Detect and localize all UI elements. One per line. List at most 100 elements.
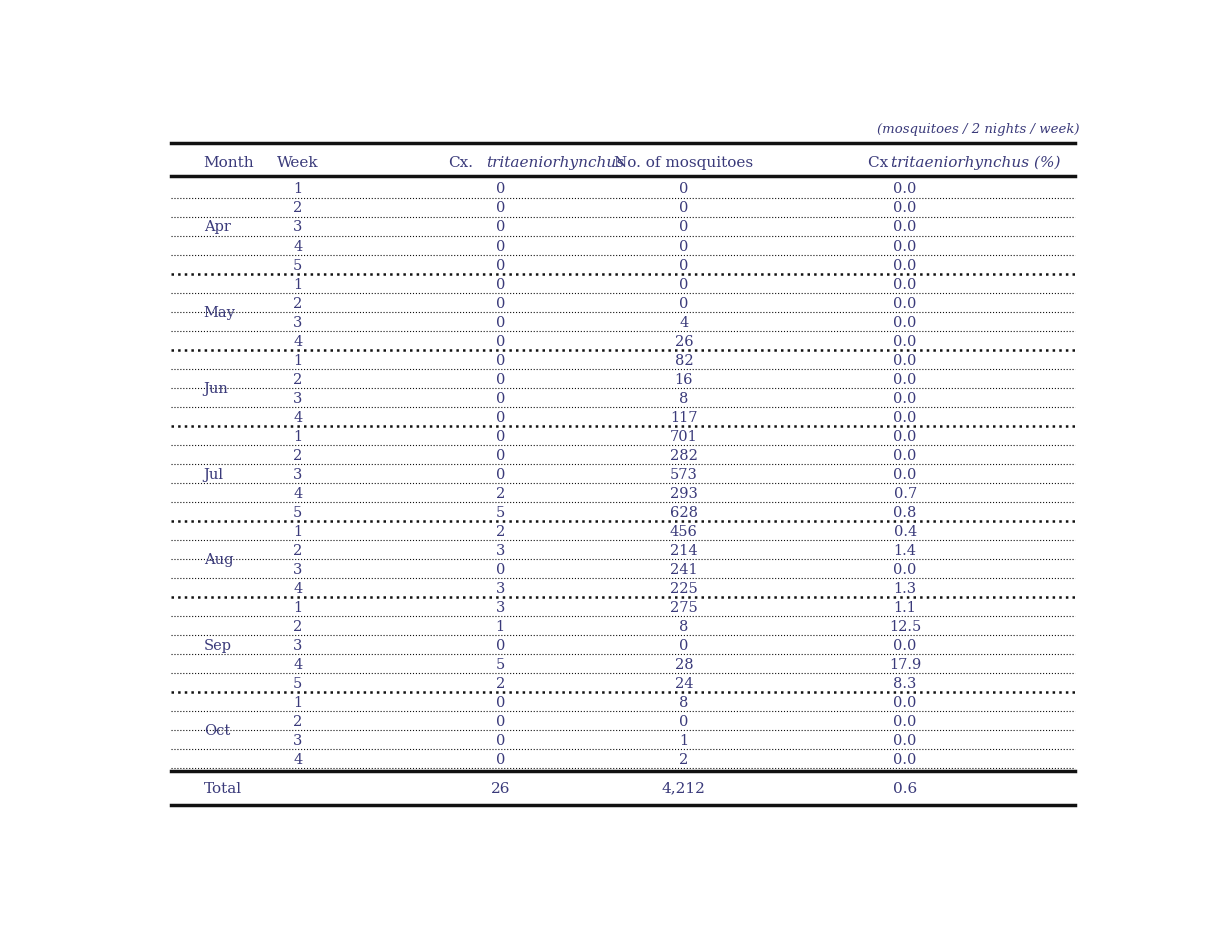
Text: 3: 3 [293,221,303,235]
Text: 0: 0 [496,752,505,766]
Text: 17.9: 17.9 [889,657,921,671]
Text: 1: 1 [496,619,505,633]
Text: 2: 2 [293,297,303,311]
Text: 4: 4 [293,486,303,501]
Text: Jun: Jun [204,382,228,396]
Text: 2: 2 [293,714,303,728]
Text: 28: 28 [674,657,694,671]
Text: 8.3: 8.3 [893,676,917,690]
Text: 1.4: 1.4 [894,543,916,557]
Text: 0: 0 [496,467,505,481]
Text: 3: 3 [293,315,303,329]
Text: 0.0: 0.0 [893,277,917,291]
Text: 1.1: 1.1 [894,600,916,615]
Text: 0: 0 [679,201,689,215]
Text: 0: 0 [679,259,689,273]
Text: 0: 0 [679,638,689,653]
Text: 4: 4 [293,335,303,349]
Text: 0: 0 [496,353,505,367]
Text: 275: 275 [669,600,697,615]
Text: tritaeniorhynchus (%): tritaeniorhynchus (%) [891,156,1061,170]
Text: May: May [204,306,236,320]
Text: 0.0: 0.0 [893,449,917,463]
Text: 82: 82 [674,353,694,367]
Text: Total: Total [204,781,242,795]
Text: 0: 0 [496,714,505,728]
Text: 3: 3 [496,581,505,595]
Text: 3: 3 [293,638,303,653]
Text: 0.0: 0.0 [893,733,917,747]
Text: 0: 0 [496,449,505,463]
Text: 0.0: 0.0 [893,714,917,728]
Text: 0.0: 0.0 [893,695,917,709]
Text: 0.4: 0.4 [893,524,917,539]
Text: 3: 3 [293,467,303,481]
Text: 0: 0 [679,239,689,253]
Text: 2: 2 [496,486,505,501]
Text: 1: 1 [293,695,303,709]
Text: 0.0: 0.0 [893,297,917,311]
Text: Aug: Aug [204,552,233,566]
Text: 3: 3 [293,562,303,577]
Text: 0: 0 [496,183,505,197]
Text: 1: 1 [293,277,303,291]
Text: 1: 1 [293,353,303,367]
Text: 0: 0 [496,429,505,443]
Text: 0.0: 0.0 [893,562,917,577]
Text: 5: 5 [293,676,303,690]
Text: Cx .: Cx . [868,156,898,170]
Text: Apr: Apr [204,221,231,235]
Text: 26: 26 [674,335,694,349]
Text: 4: 4 [293,239,303,253]
Text: 4: 4 [679,315,689,329]
Text: 0: 0 [496,221,505,235]
Text: 0.0: 0.0 [893,638,917,653]
Text: (mosquitoes / 2 nights / week): (mosquitoes / 2 nights / week) [877,122,1079,135]
Text: tritaeniorhynchus: tritaeniorhynchus [486,156,625,170]
Text: Jul: Jul [204,467,224,481]
Text: 0.0: 0.0 [893,411,917,425]
Text: 1: 1 [293,429,303,443]
Text: 0.0: 0.0 [893,335,917,349]
Text: 5: 5 [496,657,505,671]
Text: 3: 3 [293,391,303,405]
Text: 0.0: 0.0 [893,239,917,253]
Text: 628: 628 [669,505,697,519]
Text: Oct: Oct [204,724,230,738]
Text: 0: 0 [496,239,505,253]
Text: 0: 0 [496,315,505,329]
Text: 4: 4 [293,752,303,766]
Text: 0: 0 [496,411,505,425]
Text: 573: 573 [669,467,697,481]
Text: 225: 225 [669,581,697,595]
Text: Month: Month [204,156,254,170]
Text: 2: 2 [496,524,505,539]
Text: 2: 2 [293,619,303,633]
Text: 0: 0 [679,714,689,728]
Text: 0: 0 [679,221,689,235]
Text: 0: 0 [679,277,689,291]
Text: 4: 4 [293,411,303,425]
Text: 0.0: 0.0 [893,429,917,443]
Text: 2: 2 [679,752,689,766]
Text: 0: 0 [679,297,689,311]
Text: 1.3: 1.3 [893,581,917,595]
Text: 12.5: 12.5 [889,619,921,633]
Text: 2: 2 [293,449,303,463]
Text: 5: 5 [496,505,505,519]
Text: 5: 5 [293,505,303,519]
Text: 0.0: 0.0 [893,467,917,481]
Text: 0.0: 0.0 [893,201,917,215]
Text: 0.0: 0.0 [893,353,917,367]
Text: 2: 2 [293,373,303,387]
Text: 0.0: 0.0 [893,259,917,273]
Text: 3: 3 [496,600,505,615]
Text: 2: 2 [496,676,505,690]
Text: 0: 0 [496,562,505,577]
Text: 4: 4 [293,581,303,595]
Text: 4: 4 [293,657,303,671]
Text: 0.0: 0.0 [893,221,917,235]
Text: 0: 0 [496,391,505,405]
Text: 1: 1 [293,524,303,539]
Text: 8: 8 [679,391,689,405]
